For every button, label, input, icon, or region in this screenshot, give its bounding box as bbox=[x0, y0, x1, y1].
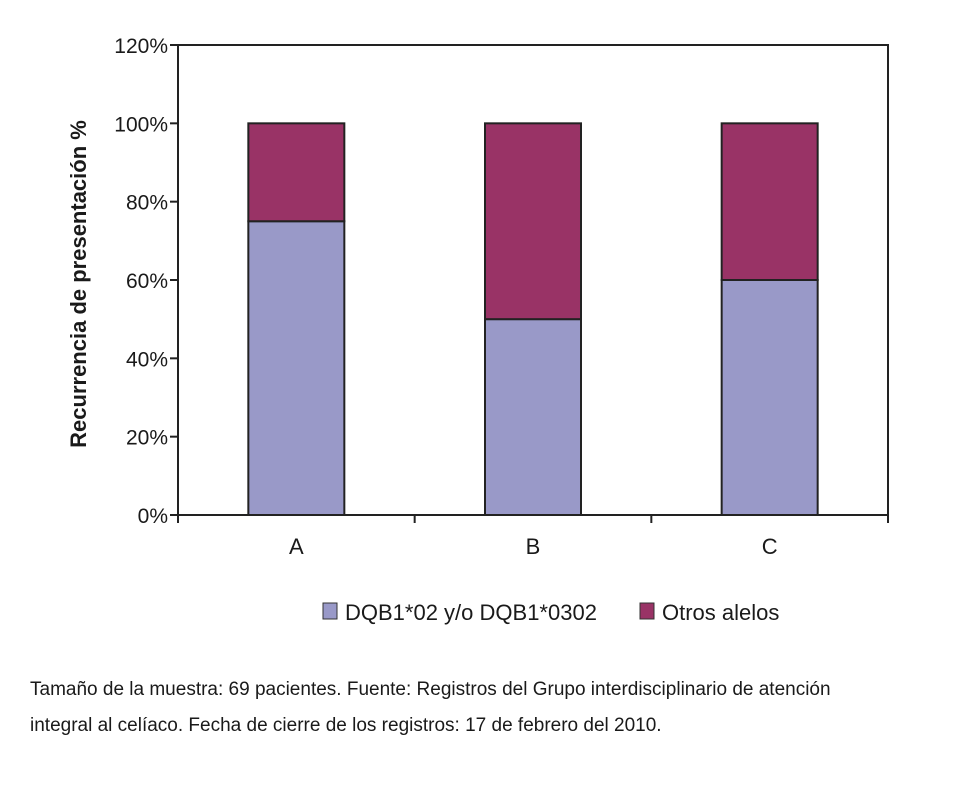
bar-segment-A-otros bbox=[247, 122, 346, 223]
bars bbox=[247, 122, 819, 516]
y-tick-label: 80% bbox=[126, 192, 168, 215]
figure-caption: Tamaño de la muestra: 69 pacientes. Fuen… bbox=[30, 672, 930, 744]
y-tick-label: 100% bbox=[114, 113, 168, 136]
x-axis: A B C bbox=[177, 515, 889, 559]
bar-segment-B-dqb1 bbox=[484, 318, 582, 516]
legend-label-dqb1: DQB1*02 y/o DQB1*0302 bbox=[345, 600, 597, 625]
x-tick-label: A bbox=[289, 534, 304, 559]
caption-line-2: integral al celíaco. Fecha de cierre de … bbox=[30, 715, 662, 736]
legend: DQB1*02 y/o DQB1*0302 Otros alelos bbox=[322, 600, 779, 625]
stacked-bar-chart: 0% 20% 40% 60% 80% 100% 120% A B C Recurrencia d… bbox=[66, 35, 889, 625]
y-tick-label: 40% bbox=[126, 348, 168, 371]
legend-swatch-dqb1 bbox=[322, 602, 338, 620]
bar-segment-B-otros bbox=[484, 122, 582, 321]
y-axis-label: Recurrencia de presentación % bbox=[66, 120, 91, 448]
x-tick-label: C bbox=[762, 534, 778, 559]
bar-segment-A-dqb1 bbox=[247, 220, 346, 516]
y-tick-label: 120% bbox=[114, 35, 168, 58]
caption-line-1: Tamaño de la muestra: 69 pacientes. Fuen… bbox=[30, 679, 831, 700]
y-tick-label: 0% bbox=[138, 505, 168, 528]
legend-label-otros: Otros alelos bbox=[662, 600, 779, 625]
y-tick-label: 20% bbox=[126, 427, 168, 450]
y-axis: 0% 20% 40% 60% 80% 100% 120% bbox=[114, 35, 178, 528]
bar-segment-C-otros bbox=[720, 122, 819, 282]
y-tick-label: 60% bbox=[126, 270, 168, 293]
bar-segment-C-dqb1 bbox=[720, 279, 819, 516]
x-tick-label: B bbox=[526, 534, 541, 559]
legend-swatch-otros bbox=[639, 602, 655, 620]
